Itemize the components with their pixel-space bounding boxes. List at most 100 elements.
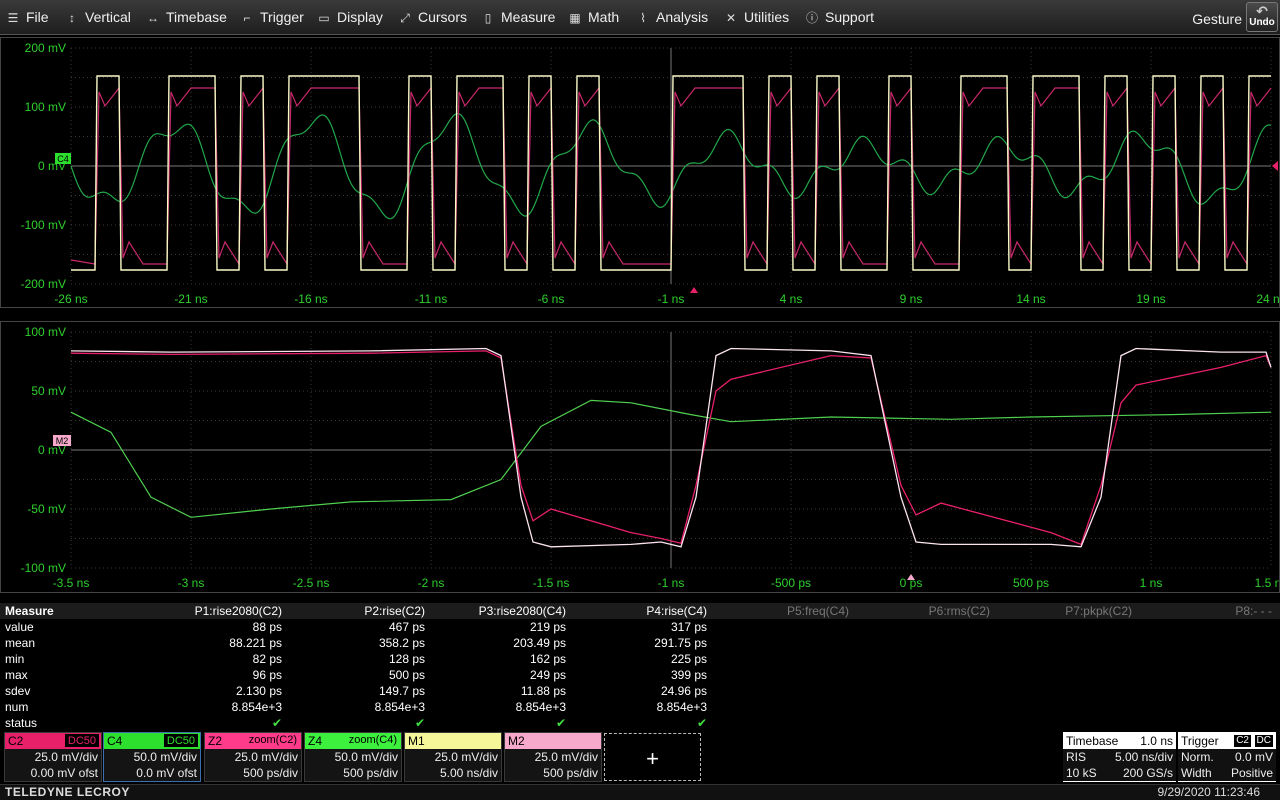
menu-bar: ☰ File ↕ Vertical ↔ Timebase ⌐ Trigger ▭ Disp…	[0, 0, 1280, 35]
descriptor-m2[interactable]: M2 25.0 mV/div 500 ps/div	[504, 732, 602, 782]
descriptor-c4[interactable]: C4 DC50 50.0 mV/div 0.0 mV ofst	[103, 732, 201, 782]
measure-row-label: sdev	[5, 684, 31, 698]
y-tick-label: 50 mV	[31, 384, 66, 398]
trigger-row-1: Norm. 0.0 mV	[1178, 749, 1276, 765]
add-trace-button[interactable]: +	[604, 733, 701, 781]
top-graph[interactable]: 200 mV 100 mV 0 mV -100 mV -200 mV -26 ns -21 …	[0, 37, 1280, 308]
measure-icon: ▯	[484, 11, 492, 25]
param-p6[interactable]: P6:rms(C2)	[928, 604, 990, 618]
c4-ground-marker[interactable]	[55, 153, 71, 164]
trigger-descriptor[interactable]: Trigger C2 DC Norm. 0.0 mV Width Positiv…	[1178, 732, 1276, 782]
measure-table: Measure P1:rise2080(C2) P2:rise(C2) P3:r…	[0, 603, 1280, 731]
descriptor-line2: 5.00 ns/div	[439, 766, 498, 780]
zoom-graph-canvas[interactable]: 100 mV 50 mV 0 mV -50 mV -100 mV-3.5 ns -3 ns…	[1, 322, 1279, 592]
descriptor-line1: 50.0 mV/div	[133, 750, 197, 764]
zoom-graph[interactable]: 100 mV 50 mV 0 mV -50 mV -100 mV -3.5 ns -3 ns…	[0, 321, 1280, 593]
measure-cell: 88 ps	[252, 620, 282, 634]
x-tick-label: -21 ns	[174, 292, 207, 306]
measure-cell: 399 ps	[670, 668, 707, 682]
descriptor-z2[interactable]: Z2 zoom(C2) 25.0 mV/div 500 ps/div	[204, 732, 302, 782]
param-p3[interactable]: P3:rise2080(C4)	[478, 604, 566, 618]
timebase-title: Timebase	[1066, 734, 1119, 748]
param-p2[interactable]: P2:rise(C2)	[364, 604, 425, 618]
measure-cell: 8.854e+3	[656, 700, 707, 714]
measure-cell: 8.854e+3	[515, 700, 566, 714]
measure-cell: 88.221 ps	[229, 636, 282, 650]
menu-analysis-label: Analysis	[656, 9, 709, 25]
undo-button[interactable]: ↶ Undo	[1246, 2, 1278, 32]
descriptor-header: M2	[505, 733, 601, 749]
descriptor-name: Z4	[308, 734, 323, 748]
menu-file[interactable]: ☰ File	[6, 0, 49, 35]
menu-utilities[interactable]: ✕ Utilities	[724, 0, 789, 35]
calculator-icon: ▦	[569, 11, 581, 25]
gesture-mode[interactable]: Gesture	[1192, 11, 1242, 27]
tools-icon: ✕	[725, 11, 737, 25]
measure-row-label: status	[5, 716, 38, 730]
trigger-icon: ⌐	[243, 11, 251, 25]
x-tick-label: -2 ns	[418, 576, 445, 590]
descriptor-line2: 500 ps/div	[343, 766, 398, 780]
x-tick-label: 19 ns	[1136, 292, 1165, 306]
descriptor-header: Z2 zoom(C2)	[205, 733, 301, 749]
brand-logo: TELEDYNE LECROY	[5, 785, 130, 799]
menu-support[interactable]: ⓘ Support	[805, 0, 874, 35]
x-tick-label: 9 ns	[900, 292, 923, 306]
menu-cursors[interactable]: ⤢ Cursors	[398, 0, 467, 35]
menu-vertical[interactable]: ↕ Vertical	[65, 0, 131, 35]
x-tick-label: 500 ps	[1013, 576, 1049, 590]
menu-math[interactable]: ▦ Math	[568, 0, 619, 35]
trigger-type: Width	[1181, 766, 1212, 780]
trigger-slope: Positive	[1230, 766, 1273, 780]
param-p4[interactable]: P4:rise(C4)	[646, 604, 707, 618]
menu-measure[interactable]: ▯ Measure	[481, 0, 556, 35]
cursor-icon: ⤢	[400, 11, 410, 25]
measure-cell: 291.75 ps	[654, 636, 707, 650]
x-tick-label: 1 ns	[1140, 576, 1163, 590]
x-tick-label: -1 ns	[658, 576, 685, 590]
measure-cell: 500 ps	[388, 668, 425, 682]
x-tick-label: 14 ns	[1016, 292, 1045, 306]
date-time: 9/29/2020 11:23:46	[1157, 785, 1260, 799]
trigger-header: Trigger C2 DC	[1181, 733, 1273, 749]
menu-timebase[interactable]: ↔ Timebase	[146, 0, 227, 35]
measure-cell: 8.854e+3	[374, 700, 425, 714]
descriptor-m1[interactable]: M1 25.0 mV/div 5.00 ns/div	[404, 732, 502, 782]
vertical-arrows-icon: ↕	[69, 11, 75, 25]
measure-cell: 128 ps	[388, 652, 425, 666]
timebase-header: Timebase 1.0 ns	[1066, 733, 1173, 749]
menu-analysis[interactable]: ⌇ Analysis	[636, 0, 708, 35]
param-p8[interactable]: P8:- - -	[1235, 604, 1272, 618]
trigger-mode: Norm.	[1181, 750, 1214, 764]
descriptor-line1: 25.0 mV/div	[434, 750, 498, 764]
m2-tag-label: M2	[56, 436, 69, 446]
descriptor-c2[interactable]: C2 DC50 25.0 mV/div 0.00 mV ofst	[4, 732, 102, 782]
param-p5[interactable]: P5:freq(C4)	[786, 604, 849, 618]
menu-trigger-label: Trigger	[260, 9, 304, 25]
timebase-mode: RIS	[1066, 750, 1087, 764]
trigger-row-2: Width Positive	[1178, 765, 1276, 781]
timebase-samples: 10 kS	[1066, 766, 1097, 780]
menu-trigger[interactable]: ⌐ Trigger	[240, 0, 304, 35]
m2-ground-marker[interactable]	[53, 435, 71, 446]
undo-arrow-icon: ↶	[1256, 3, 1268, 19]
hamburger-icon: ☰	[7, 11, 19, 25]
measure-cell: 24.96 ps	[660, 684, 707, 698]
menu-measure-label: Measure	[501, 9, 556, 25]
x-tick-label: -11 ns	[415, 292, 447, 306]
measure-cell: 162 ps	[529, 652, 566, 666]
zoom-trigger-marker[interactable]	[907, 574, 915, 580]
descriptor-tag: DC50	[163, 734, 198, 747]
param-p7[interactable]: P7:pkpk(C2)	[1065, 604, 1132, 618]
descriptor-z4[interactable]: Z4 zoom(C4) 50.0 mV/div 500 ps/div	[304, 732, 402, 782]
y-tick-label: -200 mV	[21, 277, 66, 291]
menu-display-label: Display	[337, 9, 383, 25]
measure-row: min 82 ps 128 ps 162 ps 225 ps	[0, 651, 1280, 667]
param-p1[interactable]: P1:rise2080(C2)	[194, 604, 282, 618]
menu-display[interactable]: ▭ Display	[317, 0, 383, 35]
timebase-descriptor[interactable]: Timebase 1.0 ns RIS 5.00 ns/div 10 kS 20…	[1063, 732, 1176, 782]
trigger-level-marker[interactable]	[1272, 161, 1278, 171]
trigger-position-marker[interactable]	[690, 287, 698, 293]
x-tick-label: -500 ps	[771, 576, 811, 590]
